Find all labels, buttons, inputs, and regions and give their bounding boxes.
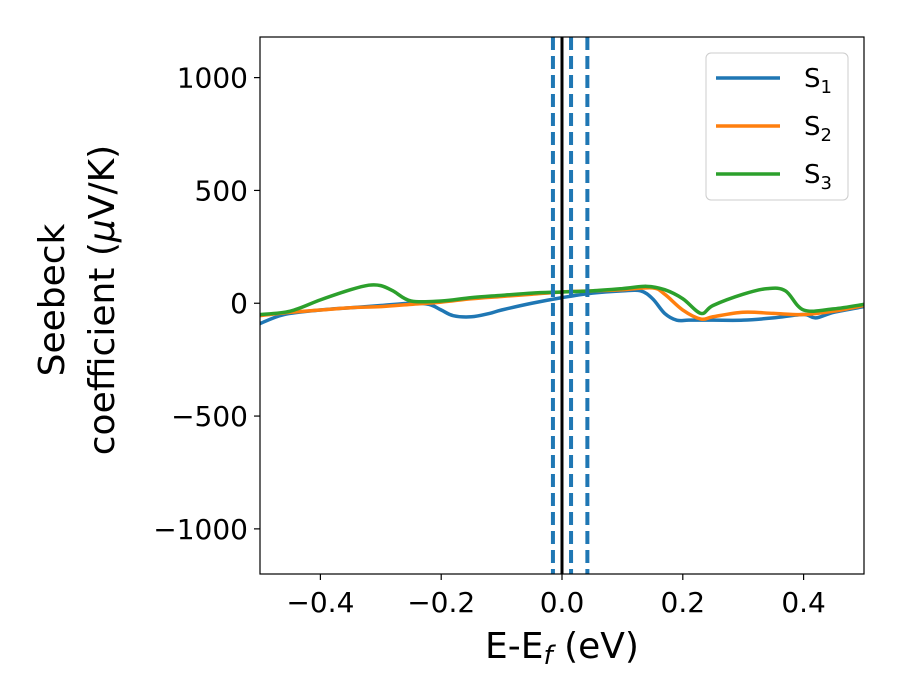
x-ticks: −0.4 −0.2 0.0 0.2 0.4 <box>286 574 826 619</box>
x-tick-label: −0.4 <box>286 586 354 619</box>
legend-label-s2: S2 <box>804 112 832 146</box>
vertical-lines-layer <box>550 37 590 574</box>
legend-label-s1: S1 <box>804 64 832 98</box>
y-ticks: −1000 −500 0 500 1000 <box>153 62 260 546</box>
series-line-s3 <box>260 283 864 317</box>
x-tick-label: 0.2 <box>661 586 706 619</box>
y-axis-title: Seebeck coefficient (μV/K) <box>32 145 123 455</box>
legend: S1 S2 S3 <box>705 52 849 201</box>
x-axis-title: E-Ef (eV) <box>485 626 639 671</box>
y-tick-label: 500 <box>195 174 248 207</box>
y-axis-title-line1: Seebeck <box>32 223 73 376</box>
y-tick-label: −500 <box>171 400 248 433</box>
y-tick-label: 1000 <box>177 62 248 95</box>
series-layer <box>260 283 864 326</box>
x-tick-label: −0.2 <box>407 586 475 619</box>
legend-label-s3: S3 <box>804 160 832 194</box>
y-tick-label: −1000 <box>153 513 248 546</box>
y-axis-title-line2: coefficient (μV/K) <box>82 145 123 455</box>
x-tick-label: 0.0 <box>540 586 585 619</box>
x-tick-label: 0.4 <box>781 586 826 619</box>
y-tick-label: 0 <box>230 287 248 320</box>
